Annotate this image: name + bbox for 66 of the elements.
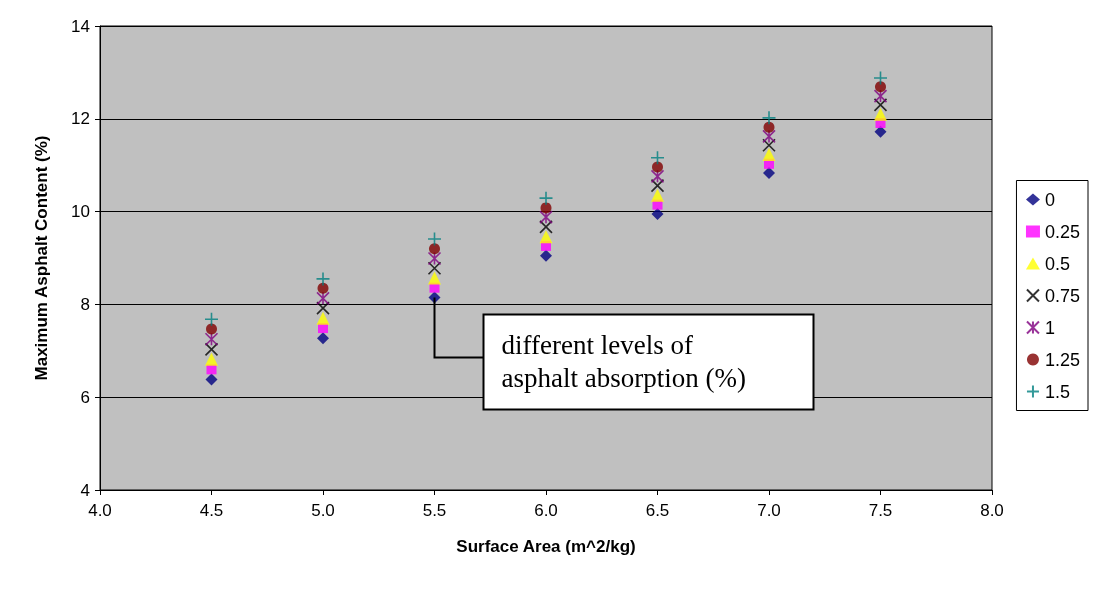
point — [650, 169, 665, 184]
legend-label: 0.75 — [1044, 285, 1081, 306]
point — [651, 188, 664, 202]
point — [204, 311, 219, 327]
point — [206, 323, 217, 335]
annotation: different levels of asphalt absorption (%) — [501, 330, 746, 394]
point — [204, 342, 219, 357]
legend-label: 1.5 — [1044, 381, 1070, 402]
point — [652, 161, 663, 173]
x-tick-label: 6.0 — [534, 501, 558, 520]
point — [538, 190, 554, 206]
point — [427, 231, 442, 247]
point — [873, 89, 888, 103]
point — [539, 230, 553, 244]
y-tick-label: 8 — [80, 294, 90, 314]
point — [316, 301, 330, 315]
point — [762, 129, 776, 144]
point — [874, 125, 887, 138]
point — [429, 243, 440, 255]
point — [763, 167, 775, 180]
legend-label: 1 — [1044, 317, 1055, 338]
point — [427, 261, 442, 276]
legend-label: 0 — [1044, 189, 1055, 210]
y-tick-label: 4 — [80, 480, 90, 500]
x-tick-label: 7.0 — [757, 501, 781, 520]
point — [428, 271, 441, 285]
y-tick-label: 10 — [71, 202, 90, 222]
x-tick-label: 4.0 — [88, 501, 112, 520]
point — [540, 249, 552, 262]
point — [315, 271, 331, 287]
point — [873, 70, 888, 86]
y-tick-label: 14 — [71, 16, 90, 36]
point — [539, 210, 553, 224]
y-tick-label: 6 — [80, 387, 90, 407]
point — [651, 207, 664, 220]
x-axis-title: Surface Area (m^2/kg) — [456, 537, 636, 556]
point — [875, 81, 886, 93]
legend-label: 0.5 — [1044, 253, 1070, 274]
point — [762, 148, 776, 162]
point — [204, 332, 219, 346]
y-axis-title: Maximum Asphalt Content (%) — [32, 135, 51, 381]
point — [761, 110, 777, 126]
point — [205, 352, 218, 366]
x-tick-label: 5.0 — [311, 501, 335, 520]
x-tick-label: 6.5 — [645, 501, 670, 520]
y-tick-label: 12 — [71, 109, 90, 129]
x-tick-label: 5.5 — [422, 501, 447, 520]
point — [762, 138, 776, 153]
x-tick-label: 4.5 — [199, 501, 224, 520]
legend-label: 1.25 — [1044, 349, 1081, 370]
point — [205, 373, 218, 386]
x-tick-label: 8.0 — [980, 501, 1004, 520]
point — [650, 150, 665, 166]
point — [317, 282, 329, 294]
point — [650, 178, 665, 193]
point — [317, 332, 329, 345]
point — [763, 121, 775, 133]
x-tick-label: 7.5 — [868, 501, 893, 520]
point — [874, 107, 887, 121]
legend-label: 0.25 — [1044, 221, 1081, 242]
point — [316, 311, 330, 325]
point — [316, 291, 330, 306]
point — [873, 98, 888, 112]
point — [429, 282, 440, 293]
point — [539, 220, 553, 234]
point — [427, 251, 442, 266]
